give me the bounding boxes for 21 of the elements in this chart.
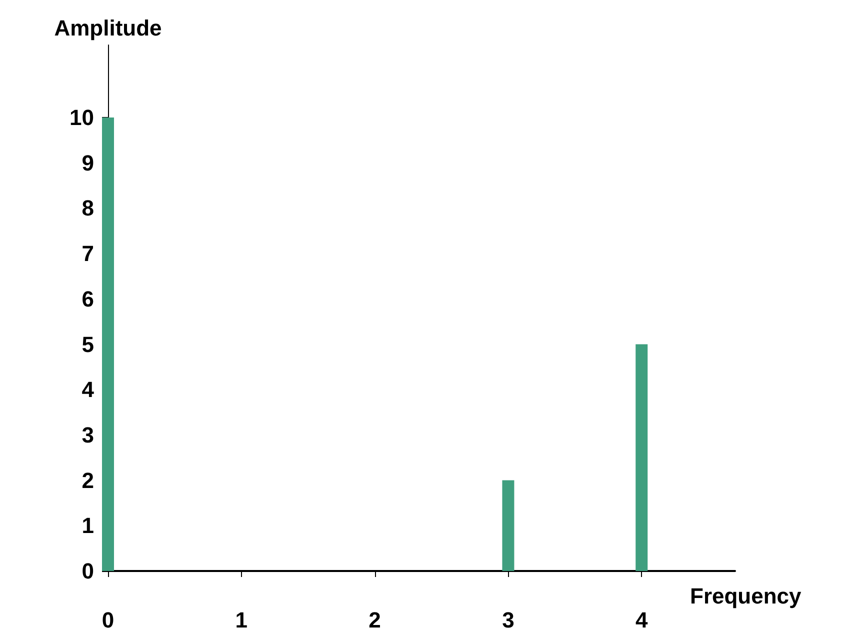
y-tick-label: 4 [82,377,95,402]
y-tick-label: 3 [82,422,94,448]
y-tick-label: 5 [82,332,94,357]
y-tick-label: 6 [82,286,94,312]
bar [102,118,114,571]
x-tick-label: 4 [635,608,648,632]
y-tick-label: 2 [82,468,94,493]
y-tick-label: 9 [82,150,94,176]
x-tick-label: 1 [235,608,248,632]
y-axis-title: Amplitude [54,16,162,40]
y-tick-label: 10 [70,105,94,130]
y-tick-label: 8 [82,196,94,221]
y-tick-label: 1 [82,513,94,538]
x-tick-label: 2 [368,608,381,632]
bar [636,344,648,571]
x-axis-title: Frequency [690,584,802,608]
x-tick-label: 3 [502,608,514,632]
x-tick-label: 0 [102,608,114,632]
y-tick-label: 7 [82,241,94,266]
y-tick-label: 0 [82,558,94,584]
bar [502,480,514,571]
